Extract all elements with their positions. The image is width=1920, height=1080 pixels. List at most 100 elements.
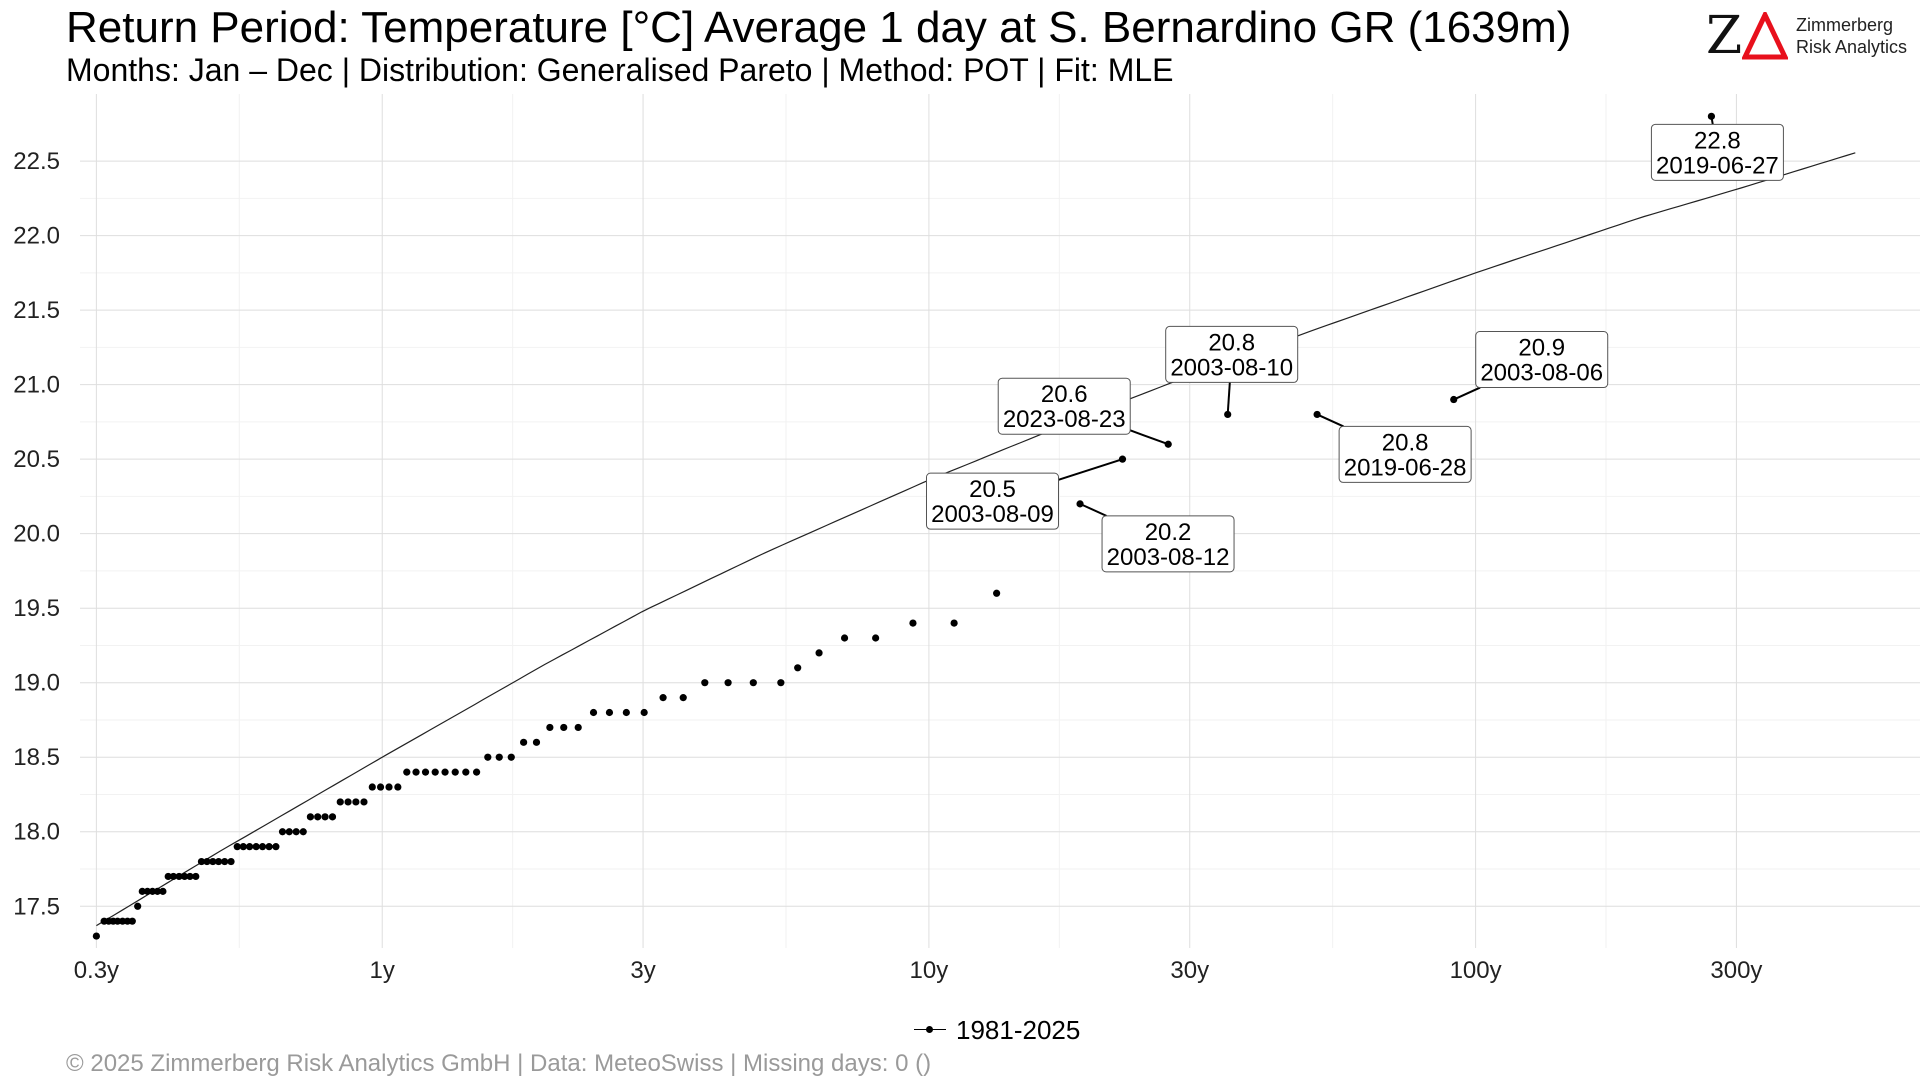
legend-label: 1981-2025 <box>956 1014 1081 1045</box>
data-point <box>421 768 430 776</box>
data-point <box>159 887 167 895</box>
annotation-box <box>1165 325 1299 383</box>
y-tick-label: 17.5 <box>13 893 60 920</box>
axis-tick-labels: 17.5 18.0 18.5 19.0 19.5 20.0 20.5 21.0 21.5 22.0… <box>13 148 1762 984</box>
annotation-value: 20.8 <box>1382 429 1429 456</box>
data-point <box>462 768 470 776</box>
fit-curve-line <box>96 152 1856 927</box>
annotation-date: 2003-08-12 <box>1107 544 1230 571</box>
logo-line-1: Zimmerberg <box>1796 15 1894 35</box>
data-point <box>186 872 194 881</box>
annotation-date: 2003-08-09 <box>931 501 1054 528</box>
data-point <box>368 783 376 791</box>
data-point <box>272 843 280 851</box>
data-point <box>113 917 122 925</box>
data-point <box>701 679 709 687</box>
data-point <box>484 753 492 761</box>
data-point <box>574 723 582 732</box>
annotation-date: 2019-06-28 <box>1344 454 1467 481</box>
data-points-layer <box>92 112 1716 940</box>
data-point <box>209 857 217 866</box>
data-point <box>777 679 785 687</box>
x-tick-label: 0.3y <box>74 957 119 984</box>
y-tick-label: 20.5 <box>13 446 60 473</box>
data-point <box>622 708 630 717</box>
data-point <box>328 813 337 821</box>
data-point <box>306 813 315 821</box>
annotation-connector <box>1710 116 1714 125</box>
data-point <box>909 619 917 627</box>
data-point <box>336 798 344 806</box>
data-point <box>589 708 598 717</box>
annotation-box <box>1338 425 1472 483</box>
data-point <box>258 843 267 851</box>
annotation-connector <box>1129 429 1169 446</box>
data-point <box>546 723 554 732</box>
logo-z-mark: Z <box>1706 6 1743 66</box>
data-point <box>215 857 223 866</box>
x-tick-label: 300y <box>1710 957 1762 984</box>
data-point <box>143 887 152 895</box>
x-tick-label: 3y <box>630 957 655 984</box>
annotation-connector <box>1316 413 1344 428</box>
data-point <box>394 783 402 791</box>
data-point <box>314 813 322 821</box>
x-tick-label: 100y <box>1450 957 1502 984</box>
annotation-box <box>1475 331 1609 389</box>
annotation-value: 20.2 <box>1145 519 1192 546</box>
annotation-connector <box>1453 386 1481 401</box>
annotation-value: 22.8 <box>1694 127 1741 154</box>
annotation-date: 2003-08-10 <box>1170 354 1293 381</box>
annotation-date: 2023-08-23 <box>1003 406 1126 433</box>
annotation-date: 2003-08-06 <box>1480 360 1603 387</box>
data-point <box>252 843 260 851</box>
data-point <box>815 649 823 657</box>
data-point <box>299 828 307 836</box>
data-point <box>175 872 183 881</box>
footer-credit: © 2025 Zimmerberg Risk Analytics GmbH | … <box>66 1050 932 1077</box>
data-point <box>679 694 687 702</box>
data-point <box>520 738 528 746</box>
data-point <box>128 917 136 925</box>
data-point <box>278 828 287 836</box>
data-point <box>376 783 385 791</box>
data-point <box>950 619 958 627</box>
legend-key-icon <box>910 1015 950 1045</box>
y-tick-label: 19.0 <box>13 670 60 697</box>
data-point <box>431 768 439 776</box>
company-logo: Z Zimmerberg Risk Analytics <box>1706 6 1916 66</box>
logo-text: Zimmerberg Risk Analytics <box>1796 14 1907 58</box>
data-point <box>138 887 146 895</box>
data-point <box>92 932 100 940</box>
data-point <box>265 843 273 851</box>
annotation-value: 20.6 <box>1041 381 1088 408</box>
data-point <box>344 798 352 806</box>
data-point <box>203 857 211 866</box>
x-tick-label: 30y <box>1170 957 1209 984</box>
data-point <box>221 857 229 866</box>
data-point <box>164 872 172 881</box>
data-point <box>560 723 568 732</box>
data-point <box>134 902 142 910</box>
annotation-value: 20.9 <box>1518 335 1565 362</box>
annotation-labels-layer: 22.82019-06-2720.92003-08-0620.82003-08-… <box>925 116 1784 573</box>
data-point <box>352 798 360 806</box>
annotation-connector <box>1058 458 1123 481</box>
data-point <box>441 768 449 776</box>
data-point <box>180 872 189 881</box>
logo-line-2: Risk Analytics <box>1796 37 1908 57</box>
data-point <box>749 679 757 687</box>
data-point <box>451 768 459 776</box>
chart-subtitle: Months: Jan – Dec | Distribution: Genera… <box>66 52 1174 88</box>
data-point <box>472 768 481 776</box>
data-point <box>227 857 235 866</box>
fit-curve-layer <box>96 152 1856 927</box>
data-point <box>412 768 420 776</box>
